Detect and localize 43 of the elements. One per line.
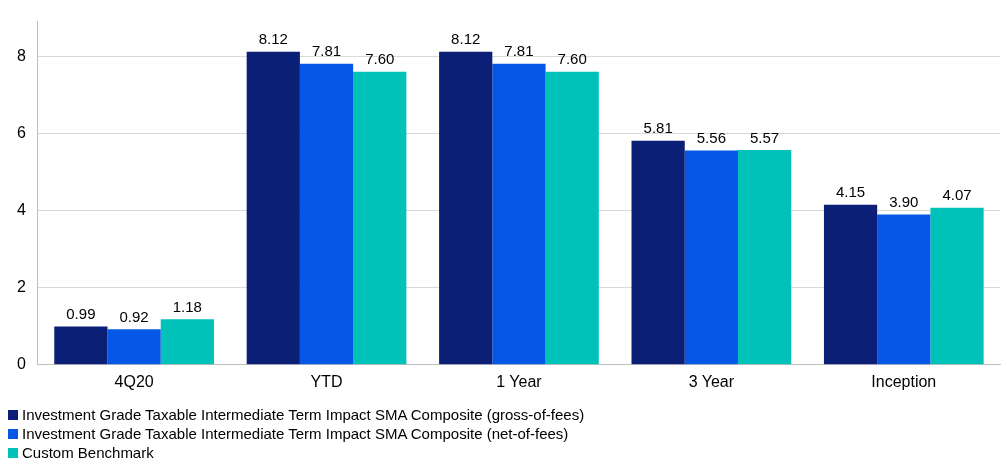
- data-label: 5.56: [696, 129, 726, 147]
- bar: [823, 204, 878, 365]
- x-tick-label: 1 Year: [496, 372, 543, 390]
- bar: [160, 319, 214, 365]
- bar: [930, 207, 984, 365]
- data-label: 1.18: [172, 297, 202, 315]
- x-tick-label: 3 Year: [688, 372, 735, 390]
- bar: [54, 326, 108, 365]
- bar: [353, 71, 407, 365]
- data-label: 5.57: [750, 128, 780, 146]
- legend-label: Custom Benchmark: [22, 443, 154, 462]
- y-tick-label: 6: [16, 123, 26, 141]
- data-label: 7.81: [311, 42, 342, 60]
- data-label: 3.90: [889, 193, 919, 211]
- data-label: 7.60: [365, 50, 395, 68]
- x-tick-label: YTD: [310, 372, 343, 390]
- bar: [684, 150, 738, 365]
- data-label: 4.07: [942, 186, 972, 204]
- bar: [246, 51, 300, 365]
- bar: [439, 51, 493, 365]
- bar: [737, 150, 792, 365]
- bar: [877, 214, 931, 365]
- data-label: 8.12: [258, 30, 288, 48]
- y-tick-label: 0: [16, 355, 26, 373]
- data-label: 0.99: [66, 305, 96, 323]
- data-label: 8.12: [451, 30, 481, 48]
- x-tick-label: Inception: [871, 372, 937, 390]
- bar: [631, 140, 685, 365]
- data-label: 4.15: [835, 183, 866, 201]
- y-tick-label: 4: [16, 200, 26, 218]
- bar: [492, 63, 546, 365]
- y-tick-label: 8: [16, 46, 26, 64]
- data-label: 7.81: [504, 42, 534, 60]
- legend-label: Investment Grade Taxable Intermediate Term Impact SMA Composite (net-of-fees): [22, 424, 569, 443]
- data-label: 0.92: [119, 307, 149, 325]
- data-label: 5.81: [643, 119, 673, 137]
- bar: [107, 329, 161, 365]
- y-tick-label: 2: [16, 278, 26, 296]
- x-tick-label: 4Q20: [114, 372, 154, 390]
- bar: [299, 63, 354, 365]
- legend-label: Investment Grade Taxable Intermediate Term Impact SMA Composite (gross-of-fees): [22, 405, 585, 424]
- bar: [545, 71, 599, 365]
- data-label: 7.60: [557, 50, 587, 68]
